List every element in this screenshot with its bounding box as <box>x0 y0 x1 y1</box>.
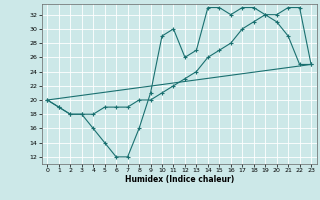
X-axis label: Humidex (Indice chaleur): Humidex (Indice chaleur) <box>124 175 234 184</box>
